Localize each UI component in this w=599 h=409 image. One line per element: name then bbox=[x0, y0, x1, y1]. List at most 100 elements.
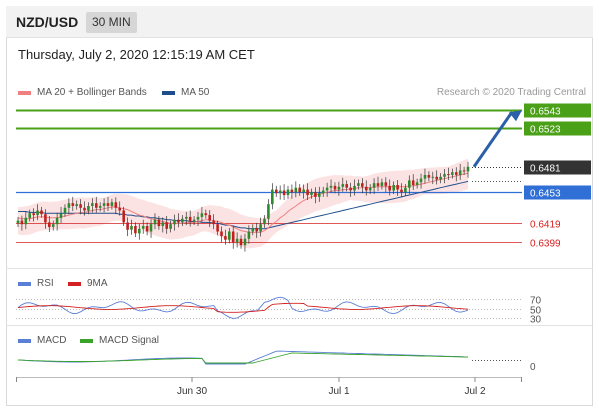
candle-body bbox=[192, 219, 196, 222]
candle-body bbox=[228, 231, 231, 240]
candle-body bbox=[361, 183, 364, 187]
legend-macd: MACD bbox=[18, 335, 66, 346]
candle-body bbox=[439, 176, 442, 180]
candle-body bbox=[294, 187, 298, 193]
candle-body bbox=[196, 216, 200, 220]
candle-body bbox=[130, 226, 133, 230]
macd-swatch bbox=[18, 338, 31, 343]
candle-body bbox=[28, 213, 31, 218]
candle-body bbox=[243, 238, 247, 246]
candle-body bbox=[122, 210, 125, 223]
candle-body bbox=[173, 219, 176, 225]
candle-body bbox=[345, 184, 348, 188]
candle-body bbox=[106, 203, 110, 206]
candle-body bbox=[247, 231, 251, 239]
rsi-ma-line bbox=[17, 302, 469, 313]
candle-body bbox=[59, 213, 63, 218]
candle-body bbox=[36, 210, 39, 216]
candle-body bbox=[63, 207, 67, 214]
candle-body bbox=[185, 216, 188, 219]
candle-body bbox=[224, 236, 227, 240]
candle-body bbox=[95, 203, 98, 208]
support-label-0-6419: 0.6419 bbox=[530, 220, 561, 231]
x-axis-tick-label: Jul 2 bbox=[464, 386, 486, 397]
candle-body bbox=[408, 180, 411, 188]
candle-body bbox=[415, 182, 419, 185]
legend-macd-label: MACD bbox=[37, 335, 67, 346]
candle-body bbox=[134, 226, 137, 234]
candle-body bbox=[275, 189, 278, 194]
candle-body bbox=[87, 206, 90, 211]
candle-body bbox=[290, 189, 294, 193]
forecast-arrow-shaft bbox=[472, 111, 514, 168]
legend-ma20-label: MA 20 + Bollinger Bands bbox=[37, 87, 147, 98]
candle-body bbox=[365, 186, 368, 191]
support-label-0-6399: 0.6399 bbox=[530, 239, 561, 250]
legend-rsi: RSI bbox=[18, 278, 54, 289]
candle-body bbox=[321, 190, 325, 194]
candle-body bbox=[404, 187, 407, 193]
candle-body bbox=[200, 213, 204, 217]
chart-header: NZD/USD 30 MIN bbox=[6, 6, 593, 38]
symbol-label: NZD/USD bbox=[16, 14, 79, 30]
candle-body bbox=[353, 185, 356, 191]
candle-body bbox=[329, 185, 333, 188]
legend-rsi-ma: 9MA bbox=[68, 278, 108, 289]
candle-body bbox=[372, 183, 376, 188]
chart-datetime: Thursday, July 2, 2020 12:15:19 AM CET bbox=[18, 47, 255, 62]
candle-body bbox=[165, 222, 168, 229]
candle-body bbox=[161, 222, 165, 226]
pivot-tag-0-6453 bbox=[524, 185, 591, 200]
candle-body bbox=[298, 187, 301, 193]
candle-body bbox=[153, 219, 157, 225]
candle-body bbox=[263, 218, 266, 225]
resistance-label-0-6543: 0.6543 bbox=[530, 107, 561, 118]
candle-body bbox=[314, 192, 317, 197]
candle-body bbox=[368, 187, 372, 191]
resistance-tag-0-6543 bbox=[524, 103, 591, 118]
candle-body bbox=[83, 207, 86, 211]
rsi-tick-label: 50 bbox=[530, 306, 542, 317]
candle-body bbox=[102, 203, 106, 206]
candle-body bbox=[376, 183, 380, 186]
ma50-swatch bbox=[162, 90, 175, 95]
legend-ma20: MA 20 + Bollinger Bands bbox=[18, 87, 147, 98]
candle-body bbox=[333, 185, 337, 190]
candle-body bbox=[48, 222, 51, 227]
forecast-arrow-head bbox=[509, 110, 522, 122]
candle-body bbox=[40, 210, 43, 215]
candle-body bbox=[400, 189, 403, 193]
candle-body bbox=[177, 219, 180, 223]
legend-macd-signal-label: MACD Signal bbox=[99, 335, 160, 346]
candle-body bbox=[71, 203, 75, 206]
candle-body bbox=[44, 214, 47, 223]
x-axis-tick-label: Jun 30 bbox=[177, 386, 207, 397]
candle-body bbox=[118, 207, 121, 211]
candle-body bbox=[267, 204, 270, 219]
candle-body bbox=[75, 204, 78, 206]
candle-body bbox=[306, 189, 309, 196]
legend-macd-signal: MACD Signal bbox=[80, 335, 159, 346]
last-price-label: 0.6481 bbox=[530, 164, 561, 175]
candle-body bbox=[423, 175, 427, 179]
rsi-swatch bbox=[18, 281, 31, 286]
candle-body bbox=[145, 226, 149, 232]
candle-body bbox=[392, 185, 395, 191]
candle-body bbox=[325, 187, 329, 191]
candle-body bbox=[431, 176, 435, 178]
timeframe-badge[interactable]: 30 MIN bbox=[86, 12, 137, 33]
candle-body bbox=[302, 189, 305, 193]
macd-signal-line bbox=[17, 352, 469, 364]
ma50-line bbox=[18, 180, 469, 230]
candle-body bbox=[216, 224, 219, 232]
candle-body bbox=[235, 238, 239, 243]
candle-body bbox=[169, 224, 172, 229]
candle-body bbox=[98, 206, 102, 208]
last-price-tag bbox=[524, 160, 591, 175]
candle-body bbox=[451, 172, 454, 175]
legend-ma50: MA 50 bbox=[162, 87, 209, 98]
candle-body bbox=[141, 226, 145, 229]
candle-body bbox=[24, 217, 28, 225]
candle-body bbox=[149, 224, 153, 232]
